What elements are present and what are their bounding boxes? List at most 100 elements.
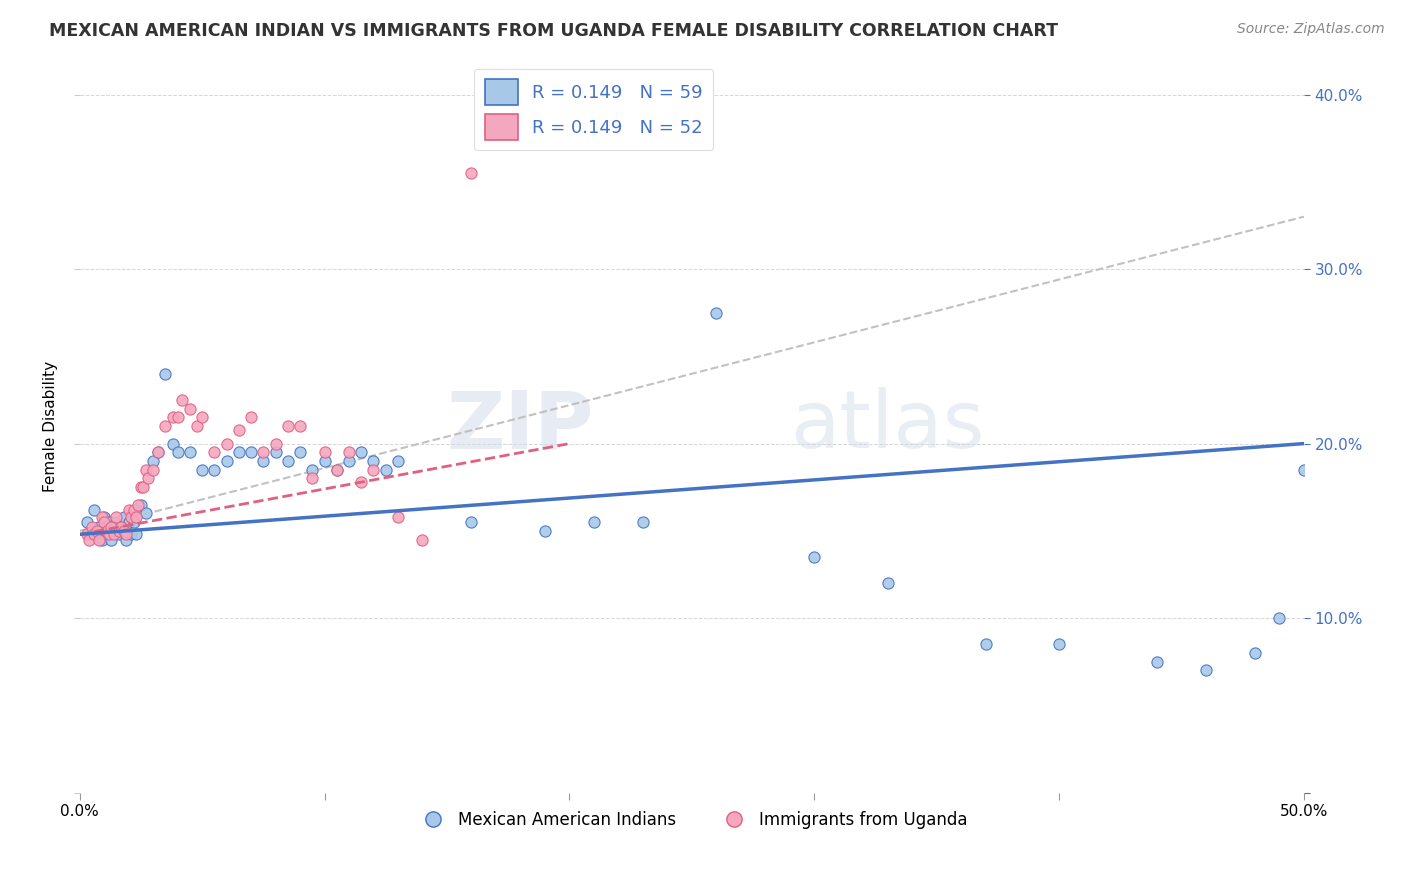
Point (110, 520, 132, 534)
Point (142, 454, 165, 468)
Point (1195, 664, 1218, 678)
Point (127, 498, 149, 512)
Point (172, 392, 194, 407)
Point (136, 471, 159, 485)
Point (301, 471, 323, 485)
Point (363, 463, 385, 477)
Point (90, 533, 112, 547)
Point (264, 436, 287, 450)
Point (460, 515, 482, 529)
Point (80, 527, 103, 541)
Point (125, 527, 148, 541)
Point (191, 410, 214, 425)
Point (191, 463, 214, 477)
Point (179, 445, 201, 459)
Point (240, 445, 263, 459)
Point (288, 419, 311, 434)
Point (155, 419, 177, 434)
Point (112, 524, 135, 538)
Point (79, 533, 101, 547)
Point (363, 454, 385, 468)
Point (103, 524, 125, 538)
Point (117, 515, 139, 529)
Point (350, 475, 373, 489)
Point (162, 410, 184, 425)
Point (240, 410, 263, 425)
Point (135, 463, 157, 477)
Point (1292, 463, 1315, 477)
Point (105, 509, 128, 524)
Point (112, 509, 135, 524)
Point (166, 410, 188, 425)
Point (125, 509, 148, 524)
Point (1268, 611, 1291, 625)
Point (115, 527, 138, 541)
Point (314, 445, 336, 459)
Point (90, 509, 112, 524)
Point (374, 463, 396, 477)
Point (146, 445, 169, 459)
Point (301, 463, 323, 477)
Point (142, 463, 165, 477)
Point (122, 503, 145, 517)
Point (108, 524, 131, 538)
Point (93, 509, 115, 524)
Point (228, 445, 250, 459)
Point (93, 515, 115, 529)
Point (387, 454, 409, 468)
Point (110, 520, 132, 534)
Point (162, 436, 184, 450)
Point (288, 445, 311, 459)
Point (129, 480, 152, 494)
Point (96, 527, 118, 541)
Point (108, 527, 131, 541)
Point (228, 423, 250, 437)
Point (166, 445, 188, 459)
Point (277, 454, 299, 468)
Point (120, 509, 142, 524)
Point (350, 445, 373, 459)
Point (76, 515, 98, 529)
Text: Source: ZipAtlas.com: Source: ZipAtlas.com (1237, 22, 1385, 37)
Point (83, 527, 105, 541)
Text: MEXICAN AMERICAN INDIAN VS IMMIGRANTS FROM UGANDA FEMALE DISABILITY CORRELATION : MEXICAN AMERICAN INDIAN VS IMMIGRANTS FR… (49, 22, 1059, 40)
Legend: Mexican American Indians, Immigrants from Uganda: Mexican American Indians, Immigrants fro… (409, 805, 974, 836)
Point (86, 524, 108, 538)
Point (1047, 637, 1070, 651)
Point (103, 527, 125, 541)
Point (100, 520, 122, 534)
Point (129, 498, 152, 512)
Point (105, 515, 128, 529)
Point (264, 445, 287, 459)
Point (277, 419, 299, 434)
Point (86, 524, 108, 538)
Point (202, 445, 225, 459)
Point (1146, 655, 1168, 669)
Point (132, 480, 155, 494)
Point (96, 524, 118, 538)
Point (337, 454, 360, 468)
Point (98, 527, 121, 541)
Point (326, 463, 349, 477)
Point (337, 445, 360, 459)
Point (76, 527, 98, 541)
Point (252, 454, 274, 468)
Point (89, 520, 111, 534)
Point (135, 507, 157, 521)
Point (387, 509, 409, 524)
Y-axis label: Female Disability: Female Disability (44, 360, 58, 491)
Point (215, 436, 238, 450)
Point (122, 515, 145, 529)
Point (179, 401, 201, 416)
Point (117, 503, 139, 517)
Point (631, 515, 654, 529)
Point (326, 463, 349, 477)
Point (202, 463, 225, 477)
Point (411, 533, 433, 547)
Point (582, 515, 605, 529)
Text: atlas: atlas (790, 387, 984, 465)
Point (89, 533, 111, 547)
Point (155, 367, 177, 381)
Point (80, 520, 103, 534)
Point (460, 166, 482, 180)
